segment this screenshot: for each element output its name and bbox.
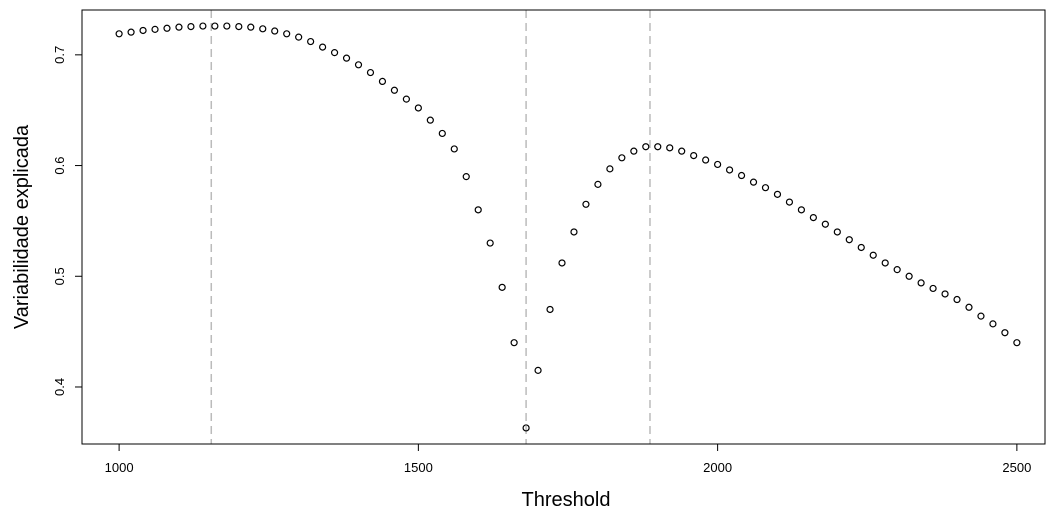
- y-tick-label: 0.5: [52, 267, 67, 285]
- point: [366, 68, 375, 77]
- point: [737, 171, 746, 180]
- plot-frame: [81, 9, 1046, 445]
- point: [534, 366, 542, 374]
- point: [857, 243, 865, 252]
- point: [582, 200, 590, 208]
- point: [785, 198, 794, 206]
- point: [438, 129, 446, 138]
- point: [223, 22, 231, 30]
- point: [462, 173, 470, 181]
- point: [714, 160, 722, 169]
- point: [271, 27, 279, 35]
- point: [187, 23, 195, 31]
- point: [666, 144, 674, 152]
- point: [354, 61, 363, 69]
- point: [821, 220, 829, 228]
- point: [199, 22, 207, 30]
- y-axis-title: Variabilidade explicada: [11, 124, 33, 329]
- point: [977, 312, 985, 320]
- point: [247, 23, 255, 31]
- point: [235, 23, 243, 31]
- point: [450, 145, 458, 153]
- point: [797, 206, 806, 214]
- point: [151, 25, 159, 33]
- point: [917, 279, 925, 287]
- point: [630, 147, 638, 155]
- point: [941, 290, 949, 298]
- point: [211, 22, 219, 30]
- point: [1001, 329, 1009, 337]
- x-tick-label: 2000: [703, 460, 732, 475]
- point: [702, 156, 710, 164]
- point: [749, 178, 758, 186]
- point: [761, 184, 770, 192]
- y-tick-label: 0.7: [52, 46, 67, 64]
- point: [486, 239, 494, 247]
- x-tick-label: 2500: [1002, 460, 1031, 475]
- point: [390, 86, 399, 94]
- point: [809, 213, 817, 222]
- point: [378, 77, 387, 86]
- point: [678, 147, 686, 155]
- point: [163, 24, 171, 32]
- point: [833, 228, 841, 236]
- point: [606, 165, 614, 173]
- point: [342, 54, 351, 62]
- point: [474, 206, 482, 214]
- point: [845, 236, 853, 244]
- point: [654, 143, 662, 151]
- point: [893, 266, 901, 274]
- point: [319, 43, 327, 51]
- point: [989, 320, 997, 328]
- point: [618, 154, 626, 162]
- x-tick-label: 1000: [105, 460, 134, 475]
- point: [283, 30, 291, 38]
- y-tick-label: 0.6: [52, 157, 67, 175]
- point: [558, 259, 566, 267]
- point: [307, 37, 315, 46]
- point: [115, 30, 123, 38]
- point: [522, 424, 530, 432]
- point: [295, 33, 303, 41]
- point: [642, 143, 650, 151]
- point: [510, 339, 518, 347]
- point: [570, 228, 578, 236]
- point: [175, 23, 183, 31]
- x-tick-label: 1500: [404, 460, 433, 475]
- point: [426, 116, 434, 124]
- point: [690, 151, 698, 160]
- point: [1013, 339, 1021, 347]
- x-axis-title: Threshold: [522, 489, 611, 511]
- point: [594, 180, 602, 188]
- point: [127, 28, 135, 36]
- point: [546, 305, 554, 314]
- point: [259, 25, 267, 33]
- point: [881, 259, 889, 267]
- point: [965, 303, 973, 311]
- point: [330, 49, 339, 57]
- point: [953, 295, 961, 304]
- point: [905, 272, 913, 280]
- y-tick-label: 0.4: [52, 378, 67, 396]
- point: [414, 104, 422, 112]
- point: [498, 283, 506, 291]
- point: [869, 251, 877, 259]
- point: [725, 166, 734, 174]
- point: [402, 95, 410, 103]
- point: [929, 284, 937, 293]
- point: [139, 26, 147, 35]
- point: [773, 190, 782, 198]
